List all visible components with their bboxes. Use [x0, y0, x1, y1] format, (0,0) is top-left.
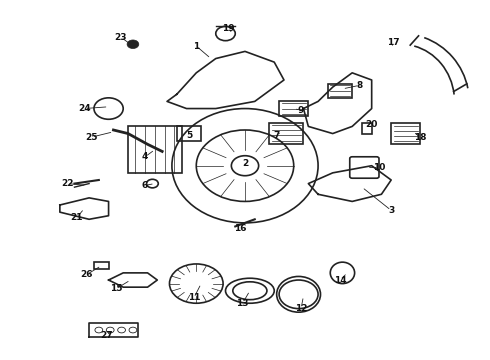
Bar: [362, 123, 372, 134]
Text: 9: 9: [298, 106, 304, 115]
Text: 6: 6: [142, 181, 148, 190]
Text: 2: 2: [242, 159, 248, 168]
Bar: [279, 102, 308, 116]
Text: 5: 5: [186, 131, 192, 140]
Text: 20: 20: [366, 120, 378, 129]
Text: 3: 3: [388, 206, 394, 215]
Text: 14: 14: [334, 275, 346, 284]
Text: 10: 10: [373, 163, 385, 172]
Bar: [94, 262, 109, 269]
Text: 15: 15: [110, 284, 122, 293]
Text: 8: 8: [356, 81, 363, 90]
Text: 12: 12: [295, 304, 307, 313]
Text: 22: 22: [61, 179, 74, 188]
Text: 21: 21: [71, 213, 83, 222]
Text: 13: 13: [236, 299, 249, 308]
Text: 18: 18: [414, 132, 427, 141]
Text: 27: 27: [100, 331, 112, 340]
Text: 23: 23: [115, 33, 127, 42]
Text: 16: 16: [234, 224, 246, 233]
Circle shape: [127, 40, 139, 49]
Text: 4: 4: [142, 152, 148, 161]
Bar: [177, 126, 201, 141]
Bar: [270, 123, 303, 144]
Text: 11: 11: [188, 293, 200, 302]
Text: 26: 26: [80, 270, 93, 279]
Text: 25: 25: [85, 132, 98, 141]
Text: 7: 7: [273, 131, 280, 140]
Bar: [128, 126, 182, 173]
Text: 24: 24: [78, 104, 91, 113]
Bar: [391, 123, 420, 144]
Text: 17: 17: [387, 38, 400, 47]
Text: 1: 1: [193, 41, 199, 50]
Text: 19: 19: [221, 24, 234, 33]
Bar: [328, 84, 352, 98]
